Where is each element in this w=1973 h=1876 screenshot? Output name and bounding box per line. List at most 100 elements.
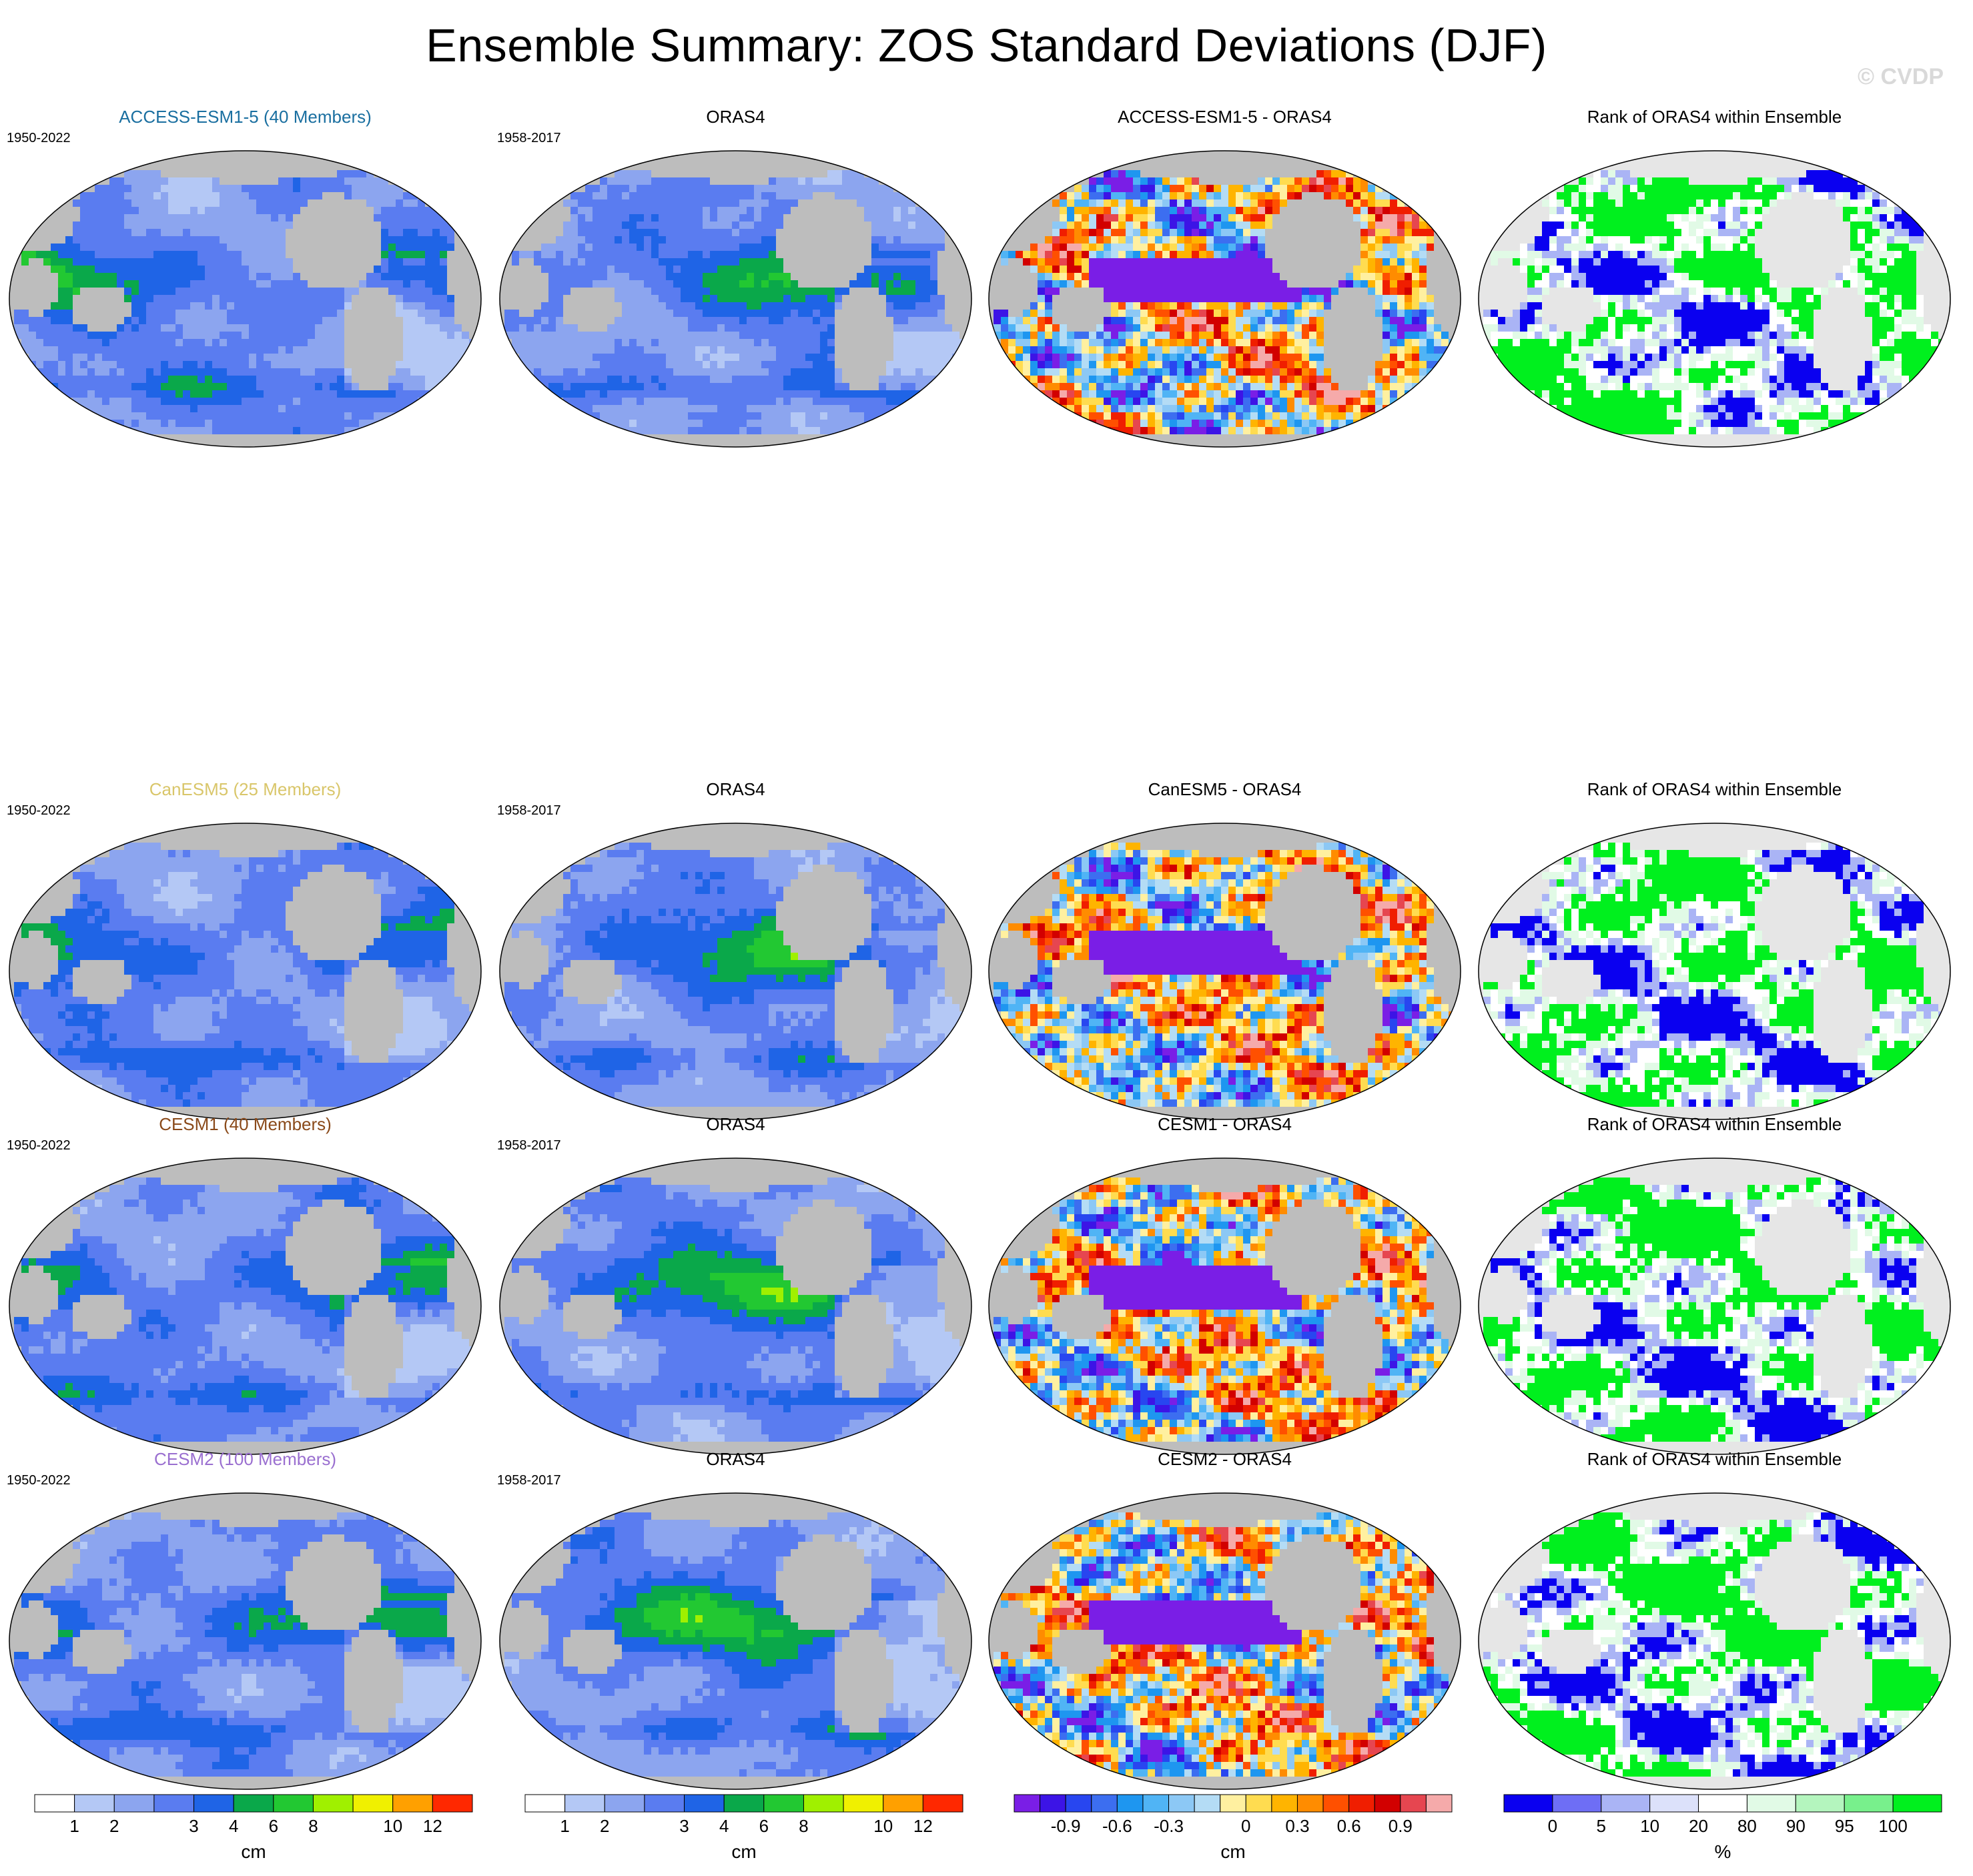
panel-title: Rank of ORAS4 within Ensemble <box>1469 107 1960 127</box>
colorbar-unit: cm <box>1013 1841 1453 1863</box>
map-panel-diff: CESM1 - ORAS4 <box>979 1114 1470 1461</box>
ocean-field <box>1483 1512 1946 1777</box>
map-outline <box>9 1157 482 1455</box>
panel-title: ORAS4 <box>490 1114 981 1134</box>
ocean-field <box>504 1512 967 1777</box>
world-map <box>1476 821 1953 1122</box>
colorbar-swatch <box>432 1794 473 1813</box>
map-panel-model: ACCESS-ESM1-5 (40 Members) 1950-2022 <box>0 107 490 454</box>
ocean-field <box>1483 843 1946 1107</box>
map-panel-obs: ORAS4 1958-2017 <box>490 1114 981 1461</box>
world-map <box>497 1155 974 1457</box>
colorbar-tick-label: 2 <box>600 1816 609 1836</box>
colorbar-tick-label: 20 <box>1689 1816 1708 1836</box>
colorbar-swatch <box>1892 1794 1942 1813</box>
colorbar-tick-label: 0.6 <box>1337 1816 1361 1836</box>
period-label: 1958-2017 <box>497 803 561 819</box>
panel-title: ORAS4 <box>490 1449 981 1469</box>
colorbar-tick-label: -0.6 <box>1102 1816 1132 1836</box>
map-outline <box>9 150 482 448</box>
map-outline <box>499 1492 972 1790</box>
period-label: 1950-2022 <box>7 131 71 146</box>
map-outline <box>1478 150 1951 448</box>
panel-title: CESM1 - ORAS4 <box>979 1114 1470 1134</box>
colorbar-swatch <box>763 1794 804 1813</box>
colorbar-swatch <box>1220 1794 1246 1813</box>
panel-title: CESM2 (100 Members) <box>0 1449 490 1469</box>
colorbar-swatch <box>34 1794 75 1813</box>
ocean-field <box>504 1178 967 1442</box>
map-panel-rank: Rank of ORAS4 within Ensemble <box>1469 107 1960 454</box>
panel-title: Rank of ORAS4 within Ensemble <box>1469 779 1960 799</box>
panel-title: Rank of ORAS4 within Ensemble <box>1469 1114 1960 1134</box>
colorbar-tick-label: 8 <box>308 1816 318 1836</box>
map-panel-obs: ORAS4 1958-2017 <box>490 1449 981 1796</box>
colorbar-swatch <box>1091 1794 1118 1813</box>
panel-title: ORAS4 <box>490 107 981 127</box>
colorbar-swatch <box>1400 1794 1427 1813</box>
map-outline <box>1478 1492 1951 1790</box>
colorbar-tick-label: 12 <box>423 1816 442 1836</box>
colorbar-swatch <box>352 1794 394 1813</box>
colorbar-tick-label: 12 <box>913 1816 933 1836</box>
colorbar-tick-label: 6 <box>269 1816 278 1836</box>
colorbar-std-model: 1 2 3 4 6 8 10 12 cm <box>33 1789 474 1863</box>
panel-title: CanESM5 - ORAS4 <box>979 779 1470 799</box>
period-label: 1958-2017 <box>497 131 561 146</box>
colorbar-swatch <box>1425 1794 1453 1813</box>
colorbar-swatch <box>1348 1794 1375 1813</box>
colorbar-rank: 0 5 10 20 80 90 95 100 % <box>1503 1789 1943 1863</box>
colorbar-unit: cm <box>33 1841 474 1863</box>
map-panel-diff: CESM2 - ORAS4 <box>979 1449 1470 1796</box>
period-label: 1950-2022 <box>7 1138 71 1153</box>
world-map <box>7 1490 484 1792</box>
colorbar-tick-label: 95 <box>1835 1816 1854 1836</box>
colorbar-tick-label: 10 <box>383 1816 402 1836</box>
colorbar-swatch <box>1065 1794 1092 1813</box>
colorbar-tick-label: 3 <box>189 1816 198 1836</box>
map-outline <box>9 1492 482 1790</box>
colorbar-swatch <box>1322 1794 1350 1813</box>
period-label: 1950-2022 <box>7 1473 71 1488</box>
ocean-field <box>504 843 967 1107</box>
colorbar-swatch <box>922 1794 963 1813</box>
map-outline <box>499 150 972 448</box>
colorbar-tick-label: -0.3 <box>1154 1816 1184 1836</box>
colorbar-swatch <box>1649 1794 1699 1813</box>
ocean-field <box>1483 1178 1946 1442</box>
world-map <box>986 821 1463 1122</box>
colorbar-swatch <box>564 1794 605 1813</box>
world-map <box>986 1155 1463 1457</box>
colorbar-tick-label: 8 <box>799 1816 808 1836</box>
colorbar-tick-label: 2 <box>109 1816 119 1836</box>
colorbar-swatch <box>843 1794 884 1813</box>
ocean-field <box>504 170 967 434</box>
colorbar-tick-label: 4 <box>719 1816 729 1836</box>
colorbar-swatch <box>604 1794 645 1813</box>
map-panel-diff: ACCESS-ESM1-5 - ORAS4 <box>979 107 1470 454</box>
map-outline <box>1478 823 1951 1120</box>
world-map <box>1476 148 1953 450</box>
panel-title: ACCESS-ESM1-5 - ORAS4 <box>979 107 1470 127</box>
world-map <box>7 1155 484 1457</box>
colorbar-tick-label: 0 <box>1241 1816 1250 1836</box>
colorbar-tick-label: 6 <box>759 1816 769 1836</box>
colorbar-swatch <box>1795 1794 1845 1813</box>
colorbar-swatch <box>1552 1794 1602 1813</box>
colorbar-swatch <box>1844 1794 1894 1813</box>
cvdp-watermark: © CVDP <box>1858 64 1944 90</box>
map-panel-rank: Rank of ORAS4 within Ensemble <box>1469 779 1960 1126</box>
map-panel-rank: Rank of ORAS4 within Ensemble <box>1469 1114 1960 1461</box>
colorbar-tick-label: 3 <box>679 1816 689 1836</box>
colorbar-swatch <box>273 1794 314 1813</box>
ocean-field <box>14 1512 476 1777</box>
colorbar-swatch <box>74 1794 115 1813</box>
period-label: 1958-2017 <box>497 1138 561 1153</box>
colorbar-swatch <box>684 1794 725 1813</box>
colorbar-swatch <box>312 1794 354 1813</box>
map-outline <box>988 1492 1461 1790</box>
world-map <box>497 1490 974 1792</box>
map-outline <box>499 823 972 1120</box>
colorbar-swatch <box>1601 1794 1651 1813</box>
colorbar-tick-label: 0 <box>1548 1816 1557 1836</box>
